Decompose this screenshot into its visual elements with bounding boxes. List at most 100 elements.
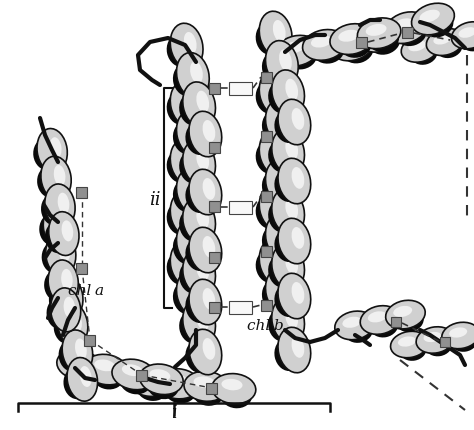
Ellipse shape — [179, 261, 207, 294]
Ellipse shape — [179, 151, 207, 184]
Ellipse shape — [75, 338, 87, 359]
Ellipse shape — [268, 140, 296, 173]
Ellipse shape — [185, 290, 213, 323]
Ellipse shape — [424, 332, 442, 342]
Ellipse shape — [395, 308, 424, 332]
Ellipse shape — [183, 300, 216, 345]
Ellipse shape — [419, 9, 440, 22]
Ellipse shape — [184, 90, 197, 112]
Ellipse shape — [272, 244, 304, 289]
Ellipse shape — [259, 11, 292, 57]
Ellipse shape — [189, 227, 222, 273]
Ellipse shape — [84, 354, 128, 385]
Ellipse shape — [393, 306, 412, 317]
Ellipse shape — [112, 359, 155, 390]
Ellipse shape — [259, 239, 292, 285]
Ellipse shape — [278, 327, 311, 373]
FancyBboxPatch shape — [262, 190, 273, 202]
Ellipse shape — [189, 329, 222, 375]
Ellipse shape — [193, 376, 215, 388]
Ellipse shape — [176, 270, 209, 316]
Ellipse shape — [426, 28, 464, 55]
Ellipse shape — [279, 49, 292, 71]
Ellipse shape — [285, 44, 317, 70]
Ellipse shape — [273, 20, 286, 42]
Ellipse shape — [167, 34, 194, 67]
Ellipse shape — [120, 369, 151, 394]
Ellipse shape — [279, 277, 292, 299]
Ellipse shape — [268, 255, 296, 288]
Ellipse shape — [292, 108, 304, 130]
Ellipse shape — [340, 32, 372, 58]
Ellipse shape — [62, 221, 73, 241]
Ellipse shape — [358, 21, 401, 52]
Ellipse shape — [122, 364, 143, 376]
Ellipse shape — [449, 327, 467, 338]
Ellipse shape — [292, 336, 304, 358]
Ellipse shape — [196, 91, 209, 112]
Ellipse shape — [173, 282, 201, 314]
Ellipse shape — [279, 223, 292, 245]
Ellipse shape — [64, 359, 96, 384]
Ellipse shape — [59, 340, 84, 372]
Ellipse shape — [285, 138, 298, 160]
Ellipse shape — [138, 372, 159, 383]
Ellipse shape — [45, 222, 71, 253]
Ellipse shape — [139, 364, 183, 395]
Ellipse shape — [285, 198, 298, 219]
Ellipse shape — [167, 92, 194, 125]
Ellipse shape — [190, 61, 203, 83]
Ellipse shape — [51, 288, 81, 332]
Ellipse shape — [166, 374, 187, 385]
Ellipse shape — [330, 24, 374, 55]
Ellipse shape — [366, 27, 387, 40]
Ellipse shape — [292, 227, 304, 249]
Ellipse shape — [64, 297, 75, 318]
Ellipse shape — [285, 253, 298, 274]
Ellipse shape — [190, 120, 203, 141]
Ellipse shape — [179, 93, 207, 126]
FancyBboxPatch shape — [84, 335, 95, 345]
Ellipse shape — [184, 200, 197, 222]
Ellipse shape — [265, 40, 298, 86]
FancyBboxPatch shape — [76, 262, 88, 273]
Ellipse shape — [184, 32, 197, 54]
Ellipse shape — [49, 285, 74, 316]
Ellipse shape — [278, 158, 311, 204]
Ellipse shape — [425, 334, 452, 356]
Ellipse shape — [385, 12, 428, 43]
Ellipse shape — [433, 34, 451, 45]
Ellipse shape — [196, 259, 209, 280]
Ellipse shape — [128, 366, 172, 396]
Ellipse shape — [285, 307, 298, 329]
Ellipse shape — [54, 165, 65, 186]
Ellipse shape — [292, 282, 304, 304]
Ellipse shape — [342, 37, 374, 63]
Ellipse shape — [189, 169, 222, 215]
Ellipse shape — [255, 196, 283, 229]
Ellipse shape — [273, 79, 286, 101]
Ellipse shape — [273, 139, 286, 161]
Ellipse shape — [37, 129, 67, 172]
FancyBboxPatch shape — [210, 141, 220, 153]
Ellipse shape — [176, 221, 209, 266]
Ellipse shape — [283, 41, 304, 53]
FancyBboxPatch shape — [210, 301, 220, 313]
Ellipse shape — [332, 29, 374, 61]
Ellipse shape — [67, 355, 88, 366]
Ellipse shape — [176, 111, 209, 156]
Ellipse shape — [58, 193, 69, 214]
Ellipse shape — [170, 81, 203, 127]
Ellipse shape — [221, 379, 243, 390]
Ellipse shape — [268, 81, 296, 114]
Ellipse shape — [184, 371, 228, 401]
Ellipse shape — [173, 179, 201, 212]
Ellipse shape — [196, 309, 209, 330]
Ellipse shape — [338, 30, 359, 42]
Ellipse shape — [37, 166, 63, 198]
Ellipse shape — [196, 207, 209, 228]
Ellipse shape — [46, 232, 76, 276]
Ellipse shape — [398, 336, 416, 347]
Ellipse shape — [170, 241, 203, 287]
Ellipse shape — [416, 327, 454, 353]
